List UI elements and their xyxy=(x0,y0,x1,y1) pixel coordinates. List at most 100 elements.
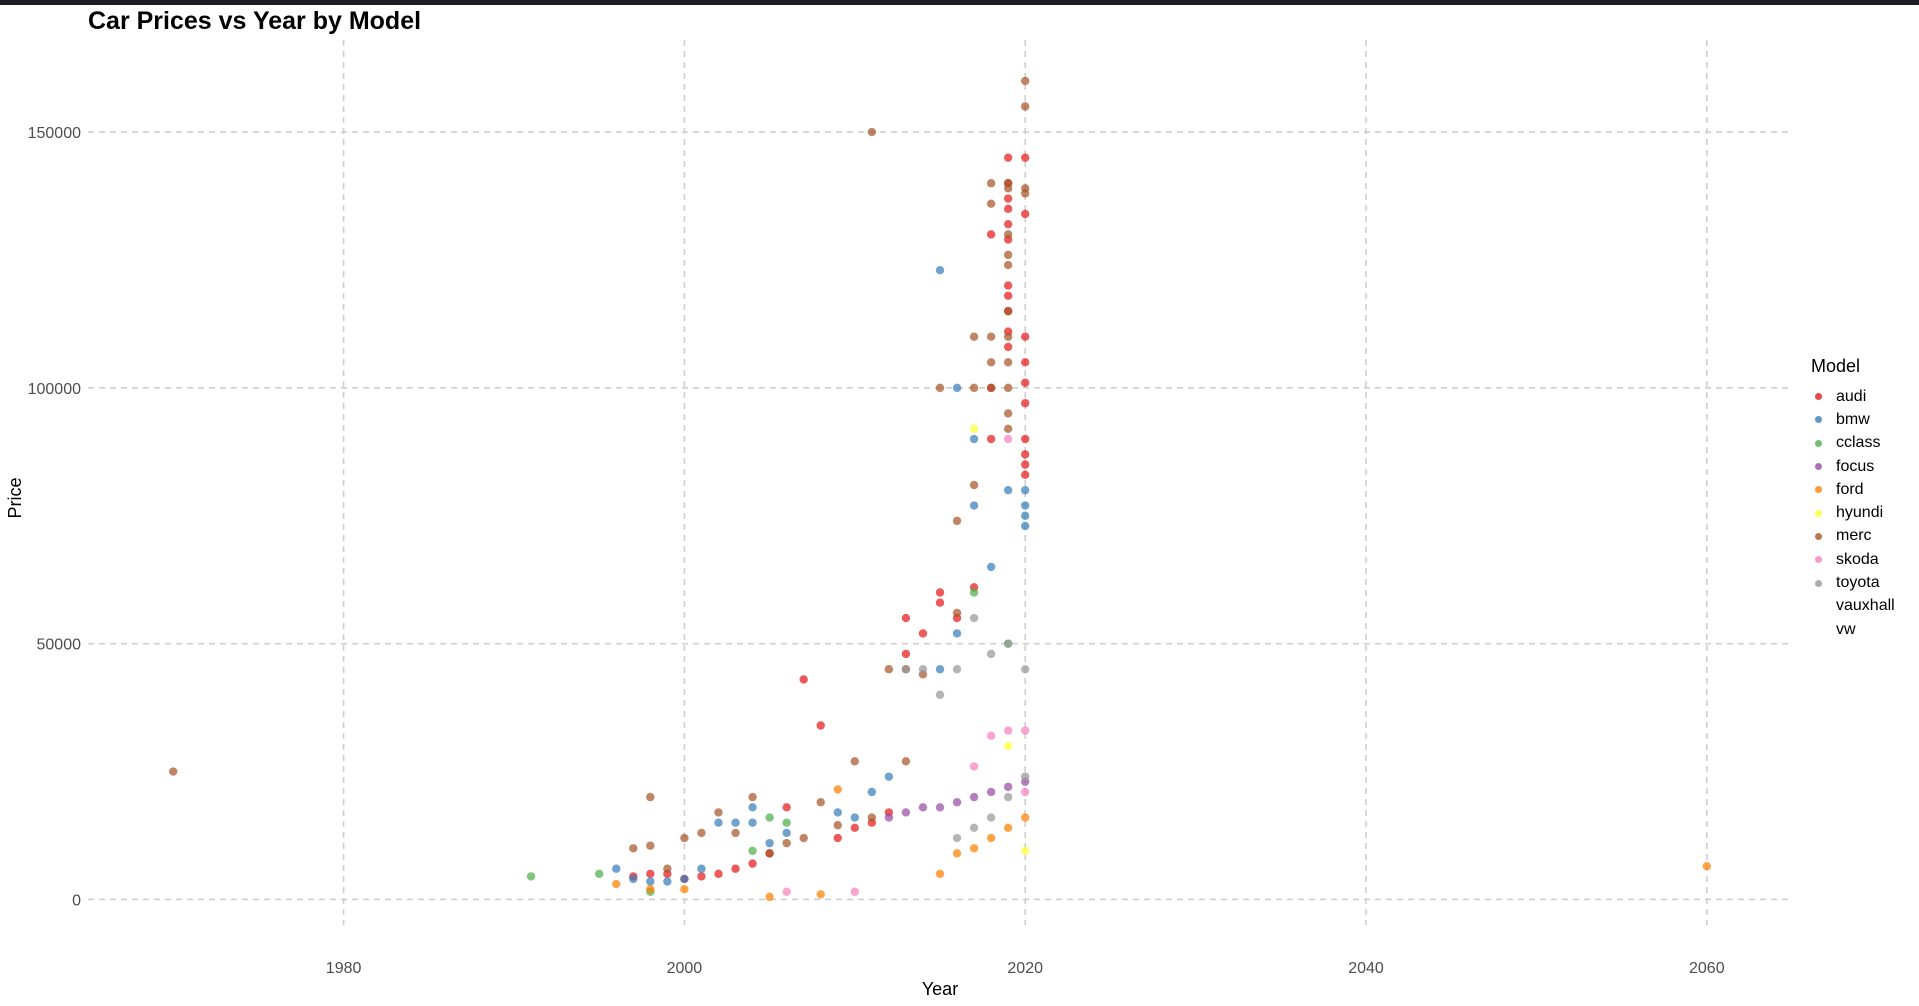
data-point-merc xyxy=(1003,358,1013,367)
gridlines xyxy=(88,40,1792,925)
data-point-audi xyxy=(1020,399,1030,408)
data-point-merc xyxy=(748,792,757,802)
data-point-bmw xyxy=(663,877,672,886)
legend-dot-toyota xyxy=(1814,579,1822,587)
data-point-skoda xyxy=(782,887,791,896)
y-tick-label: 150000 xyxy=(28,125,81,142)
data-point-merc xyxy=(1020,76,1030,86)
data-point-audi xyxy=(833,833,842,843)
data-point-merc xyxy=(1003,184,1013,193)
data-point-audi xyxy=(1003,194,1013,203)
data-point-cclass xyxy=(526,872,536,881)
data-point-bmw xyxy=(697,864,706,873)
legend-item-bmw: bmw xyxy=(1811,408,1895,431)
data-point-bmw xyxy=(748,803,757,812)
data-point-toyota xyxy=(969,823,979,833)
data-point-merc xyxy=(1003,230,1013,239)
data-point-toyota xyxy=(952,665,962,674)
data-point-audi xyxy=(986,230,996,239)
legend-label-skoda: skoda xyxy=(1836,550,1879,568)
data-point-merc xyxy=(646,841,655,850)
data-point-focus xyxy=(1003,782,1013,792)
data-point-skoda xyxy=(1020,787,1030,797)
data-point-audi xyxy=(901,613,911,623)
data-point-audi xyxy=(1020,153,1030,162)
data-point-bmw xyxy=(612,864,621,873)
data-point-toyota xyxy=(901,665,911,674)
data-point-bmw xyxy=(646,877,655,886)
data-point-cclass xyxy=(765,813,774,822)
legend-dot-focus xyxy=(1814,463,1822,471)
data-point-ford xyxy=(833,785,842,794)
data-point-toyota xyxy=(1003,639,1013,648)
data-point-merc xyxy=(1003,306,1013,316)
data-point-audi xyxy=(918,629,928,638)
data-point-bmw xyxy=(986,562,996,572)
data-point-merc xyxy=(952,608,962,618)
x-tick-label: 1980 xyxy=(326,960,362,977)
data-point-audi xyxy=(1003,153,1013,162)
data-point-merc xyxy=(1003,409,1013,418)
data-point-merc xyxy=(1003,250,1013,260)
data-point-merc xyxy=(1020,189,1030,198)
legend-key-audi xyxy=(1811,390,1825,404)
legend-item-merc: merc xyxy=(1811,525,1895,548)
legend-label-toyota: toyota xyxy=(1836,574,1880,592)
data-point-skoda xyxy=(850,887,859,896)
x-axis-title: Year xyxy=(922,979,958,999)
data-point-bmw xyxy=(748,818,757,827)
data-point-skoda xyxy=(1003,726,1013,735)
data-point-skoda xyxy=(1003,434,1013,444)
legend-dot-cclass xyxy=(1814,439,1822,447)
legend-key-hyundi xyxy=(1811,506,1825,520)
legend-key-focus xyxy=(1811,460,1825,474)
legend-key-vauxhall xyxy=(1811,599,1825,613)
data-point-audi xyxy=(782,803,791,812)
data-point-audi xyxy=(1003,219,1013,229)
data-point-audi xyxy=(1003,291,1013,300)
data-point-audi xyxy=(714,869,723,879)
data-point-audi xyxy=(1020,209,1030,219)
data-point-bmw xyxy=(935,665,945,674)
data-point-toyota xyxy=(918,665,928,674)
data-point-merc xyxy=(833,821,842,830)
data-point-hyundi xyxy=(1003,741,1013,751)
data-point-bmw xyxy=(782,828,791,838)
data-point-focus xyxy=(884,813,894,822)
legend-key-merc xyxy=(1811,529,1825,543)
y-axis-title: Price xyxy=(5,477,25,518)
data-point-hyundi xyxy=(1020,846,1030,856)
data-point-merc xyxy=(986,383,996,393)
data-point-merc xyxy=(969,480,979,490)
data-point-focus xyxy=(901,808,911,817)
legend-items: audi bmw cclass focus ford hyundi merc skoda toy… xyxy=(1811,385,1895,641)
data-point-merc xyxy=(1003,383,1013,393)
x-tick-label: 2000 xyxy=(667,960,703,977)
data-point-skoda xyxy=(986,731,996,740)
data-point-merc xyxy=(697,828,706,838)
data-point-audi xyxy=(1020,434,1030,444)
data-point-bmw xyxy=(969,434,979,444)
legend-item-audi: audi xyxy=(1811,385,1895,408)
data-point-merc xyxy=(1003,260,1013,270)
data-point-audi xyxy=(816,721,825,730)
data-point-bmw xyxy=(935,266,945,275)
data-point-cclass xyxy=(782,818,791,827)
legend-item-ford: ford xyxy=(1811,478,1895,501)
x-tick-label: 2060 xyxy=(1689,960,1725,977)
y-tick-label: 0 xyxy=(72,892,81,909)
data-point-merc xyxy=(1003,424,1013,433)
data-point-skoda xyxy=(1020,726,1030,735)
data-point-focus xyxy=(986,787,996,797)
data-point-bmw xyxy=(850,813,859,822)
data-point-audi xyxy=(935,588,945,597)
data-point-bmw xyxy=(731,818,740,827)
data-point-merc xyxy=(986,358,996,367)
data-points xyxy=(169,76,1712,902)
data-point-toyota xyxy=(935,690,945,699)
data-point-ford xyxy=(680,884,689,894)
data-point-audi xyxy=(646,869,655,879)
data-point-audi xyxy=(731,864,740,873)
data-point-audi xyxy=(748,859,757,868)
legend-label-merc: merc xyxy=(1836,527,1872,545)
